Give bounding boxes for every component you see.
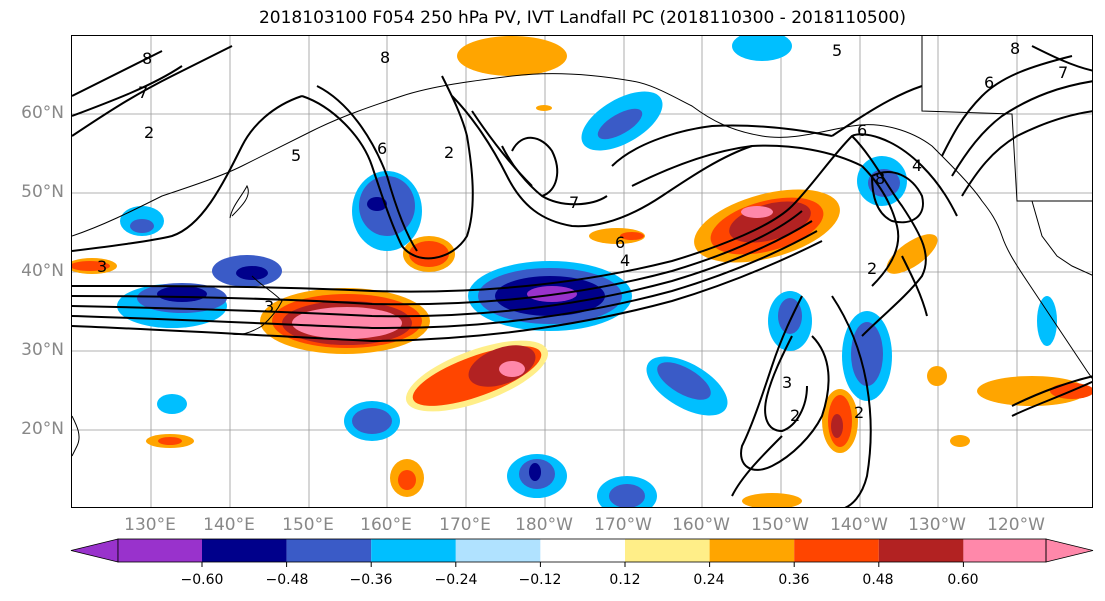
contour-label: 3 [264, 297, 274, 316]
contour-label: 8 [1010, 39, 1020, 58]
colorbar-blocks [70, 538, 1094, 563]
contour-label: 2 [854, 403, 864, 422]
colorbar-outline [117, 538, 1047, 563]
colorbar-block [709, 539, 795, 562]
contour-label: 6 [615, 233, 625, 252]
map-panel: 8 7 2 5 6 8 2 3 3 6 4 7 8 6 2 3 2 2 4 5 … [71, 35, 1093, 508]
map-canvas: 8 7 2 5 6 8 2 3 3 6 4 7 8 6 2 3 2 2 4 5 … [72, 36, 1092, 507]
colorbar-tick-label: −0.12 [518, 572, 562, 588]
lon-label: 130°W [908, 515, 966, 535]
colorbar-tick-label: −0.60 [180, 572, 224, 588]
contour-label: 8 [875, 169, 885, 188]
colorbar-tick-label: 0.24 [693, 572, 725, 588]
contour-label: 2 [444, 143, 454, 162]
map-title: 2018103100 F054 250 hPa PV, IVT Landfall… [258, 8, 906, 28]
colorbar-tick-label: 0.48 [862, 572, 894, 588]
coastlines [72, 36, 1092, 457]
contour-label: 8 [380, 48, 390, 67]
lon-label: 140°W [830, 515, 888, 535]
lon-label: 180°W [515, 515, 573, 535]
colorbar-block [118, 539, 202, 562]
colorbar-block [455, 539, 541, 562]
lon-label: 150°E [282, 515, 334, 535]
colorbar-block [371, 539, 456, 562]
colorbar-block [794, 539, 879, 562]
contour-label: 3 [782, 373, 792, 392]
lat-label-40n: 40°N [21, 261, 64, 281]
contour-label: 8 [142, 49, 152, 68]
contour-label: 7 [1058, 63, 1068, 82]
lat-label-30n: 30°N [21, 340, 64, 360]
colorbar-tick-label: 0.12 [609, 572, 641, 588]
colorbar-tick-label: −0.48 [265, 572, 309, 588]
colorbar-block [625, 539, 710, 562]
lon-label: 120°W [987, 515, 1045, 535]
lon-label: 130°E [124, 515, 176, 535]
lon-label: 160°W [672, 515, 730, 535]
contour-label: 2 [144, 123, 154, 142]
colorbar-tick-label: −0.24 [434, 572, 478, 588]
lat-label-60n: 60°N [21, 103, 64, 123]
contour-label: 4 [912, 156, 922, 175]
colorbar-tick-label: −0.36 [349, 572, 393, 588]
contour-label: 5 [832, 41, 842, 60]
lon-label: 170°E [439, 515, 491, 535]
contour-label: 6 [857, 121, 867, 140]
contour-label: 3 [97, 257, 107, 276]
colorbar-tick-label: 0.60 [947, 572, 979, 588]
colorbar-block [540, 539, 625, 562]
colorbar-block [963, 539, 1046, 562]
contour-label: 7 [569, 193, 579, 212]
colorbar-block [286, 539, 372, 562]
contour-label: 7 [138, 83, 148, 102]
lon-label: 150°W [751, 515, 809, 535]
contour-label: 6 [984, 73, 994, 92]
lon-label: 140°E [203, 515, 255, 535]
contour-label: 2 [867, 259, 877, 278]
contour-labels: 8 7 2 5 6 8 2 3 3 6 4 7 8 6 2 3 2 2 4 5 … [97, 39, 1068, 425]
colorbar-block [202, 539, 287, 562]
colorbar-tick-label: 0.36 [778, 572, 810, 588]
pv-contours [72, 45, 1092, 507]
colorbar-extend-low [70, 538, 119, 563]
colorbar-block [878, 539, 964, 562]
colorbar-ticks [201, 562, 964, 567]
contour-label: 6 [377, 139, 387, 158]
contour-label: 2 [790, 406, 800, 425]
contour-label: 4 [620, 251, 630, 270]
contour-label: 5 [291, 146, 301, 165]
lat-label-50n: 50°N [21, 182, 64, 202]
colorbar-extend-high [1045, 538, 1094, 563]
lat-label-20n: 20°N [21, 419, 64, 439]
lon-label: 160°E [360, 515, 412, 535]
lon-label: 170°W [594, 515, 652, 535]
